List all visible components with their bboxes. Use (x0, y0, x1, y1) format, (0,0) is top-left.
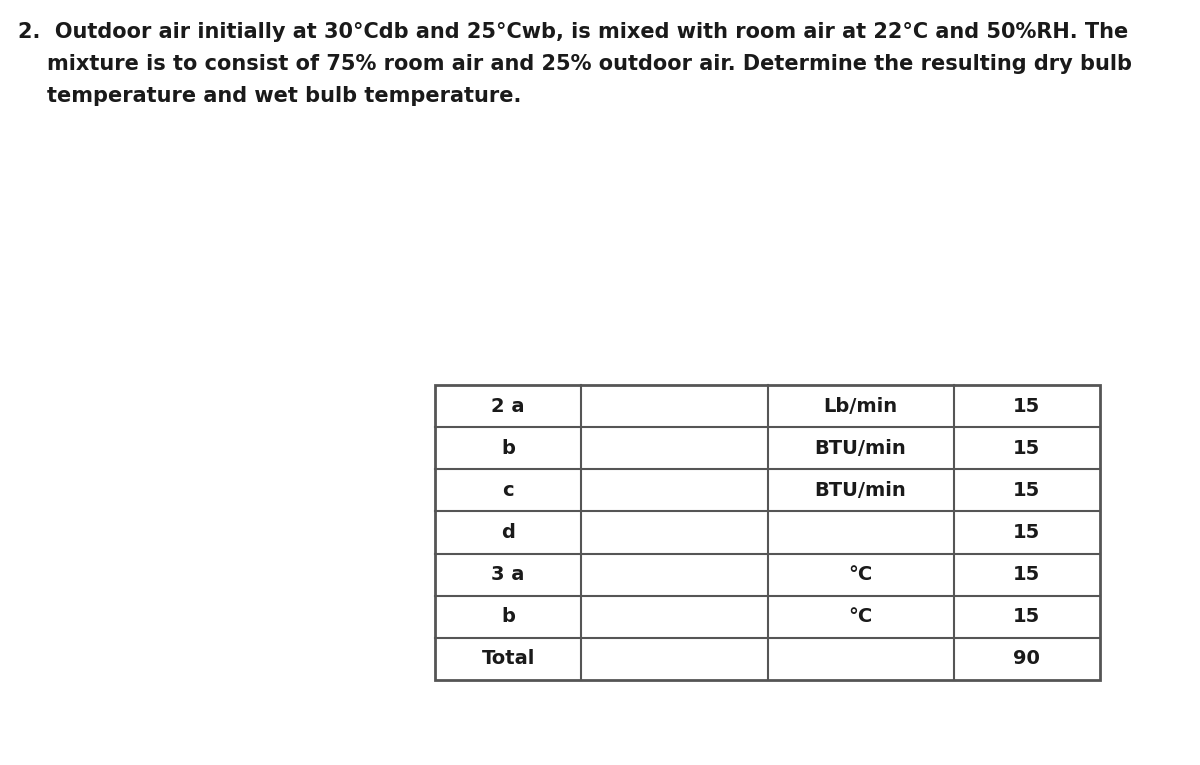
Text: 15: 15 (1013, 396, 1040, 415)
Text: BTU/min: BTU/min (815, 481, 906, 500)
Text: 2.  Outdoor air initially at 30°Cdb and 25°Cwb, is mixed with room air at 22°C a: 2. Outdoor air initially at 30°Cdb and 2… (18, 22, 1128, 42)
Text: b: b (502, 607, 515, 627)
Text: mixture is to consist of 75% room air and 25% outdoor air. Determine the resulti: mixture is to consist of 75% room air an… (18, 54, 1132, 74)
Text: 15: 15 (1013, 523, 1040, 542)
Text: °C: °C (848, 607, 872, 627)
Text: 15: 15 (1013, 438, 1040, 457)
Text: 2 a: 2 a (492, 396, 524, 415)
Text: 15: 15 (1013, 481, 1040, 500)
Text: 90: 90 (1014, 649, 1040, 669)
Text: b: b (502, 438, 515, 457)
Text: Lb/min: Lb/min (823, 396, 898, 415)
Text: Total: Total (481, 649, 535, 669)
Text: 15: 15 (1013, 565, 1040, 584)
Text: temperature and wet bulb temperature.: temperature and wet bulb temperature. (18, 86, 521, 106)
Text: °C: °C (848, 565, 872, 584)
Text: c: c (503, 481, 514, 500)
Text: 15: 15 (1013, 607, 1040, 627)
Bar (436, 385, 1100, 680)
Text: d: d (502, 523, 515, 542)
Text: BTU/min: BTU/min (815, 438, 906, 457)
Text: 3 a: 3 a (492, 565, 524, 584)
